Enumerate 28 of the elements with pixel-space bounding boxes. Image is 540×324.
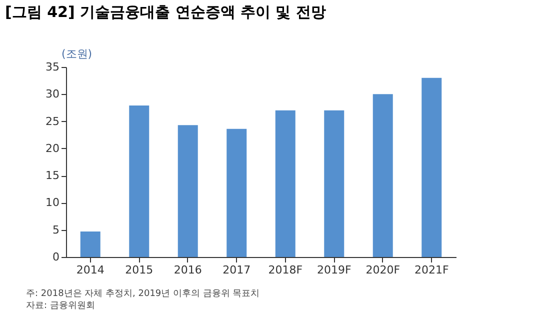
x-tick-label: 2017 (222, 264, 251, 276)
bar (324, 110, 344, 257)
y-tick-label: 10 (46, 196, 60, 210)
y-tick-label: 35 (46, 60, 60, 74)
text: 주: 2018년은 자체 추정치, 2019년 이후의 금융위 목표치 (26, 289, 260, 299)
x-tick-label: 2020F (366, 264, 400, 276)
y-tick-label: 25 (46, 114, 60, 128)
y-tick-label: 5 (52, 223, 60, 236)
bar (80, 231, 100, 257)
y-tick-label: 15 (46, 169, 60, 182)
bar (178, 125, 198, 257)
y-tick-label: 30 (46, 88, 60, 101)
x-tick-label: 2015 (125, 264, 154, 276)
x-tick-label: 2014 (76, 264, 104, 276)
chart-title: [그림 42] 기술금융대출 연순증액 추이 및 전망 (5, 3, 326, 21)
x-tick-label: 2016 (174, 264, 202, 276)
bar (275, 110, 296, 257)
bar (372, 94, 393, 257)
x-tick-label: 2021F (414, 264, 449, 276)
x-tick-label: 2019F (316, 264, 352, 276)
bar (422, 78, 442, 257)
x-tick-label: 2018F (268, 264, 303, 276)
bar (129, 106, 150, 257)
bar (226, 128, 247, 257)
y-tick-label: 20 (46, 142, 60, 155)
text: 자료: 금융위원회 (26, 301, 95, 311)
y-axis-title: (조원) (62, 48, 92, 60)
y-tick-label: 0 (52, 250, 60, 264)
